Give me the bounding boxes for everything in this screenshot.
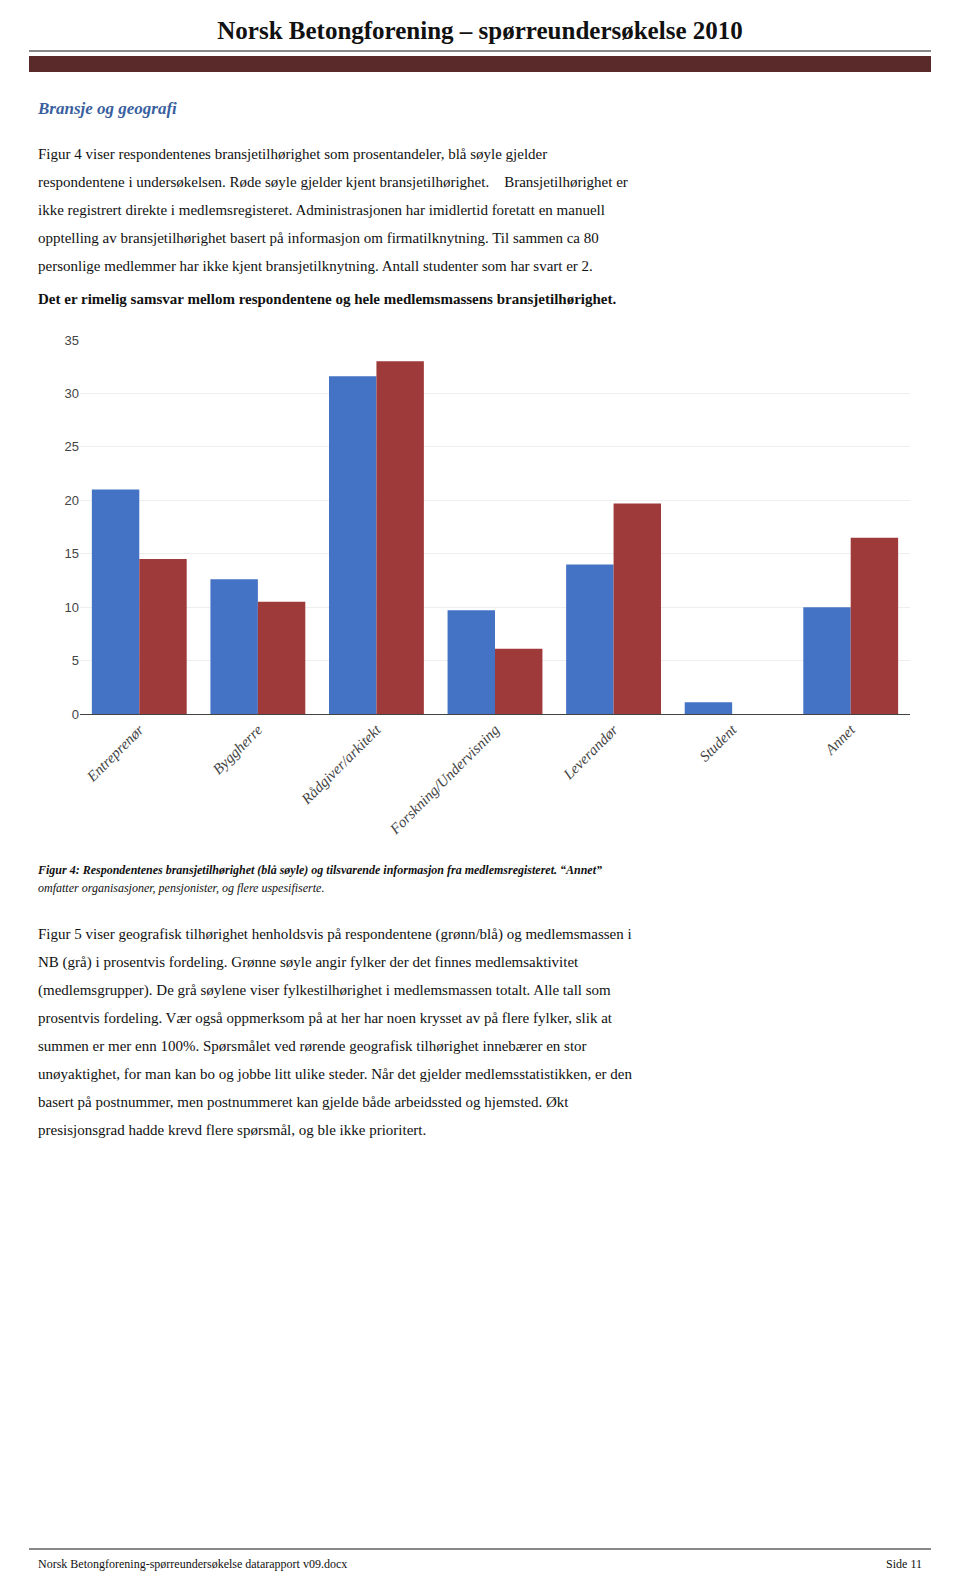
- html-text:NB (grå) i prosentvis fordelin: NB (grå) i prosentvis fordeling. Grønne …: [38, 954, 579, 970]
- html-text:Side 11: Side 11: [886, 1557, 922, 1571]
- html-text:ikke registrert direkte i medl: ikke registrert direkte i medlemsregiste…: [38, 202, 605, 218]
- html-text:basert på postnummer, men post: basert på postnummer, men postnummeret k…: [38, 1094, 569, 1110]
- svg-text:Leverandør: Leverandør: [559, 722, 621, 784]
- html-text:(medlemsgrupper). De grå søyle: (medlemsgrupper). De grå søylene viser f…: [38, 982, 611, 998]
- html-text:omfatter organisasjoner, pensj: omfatter organisasjoner, pensjonister, o…: [38, 881, 325, 895]
- svg-text:Entreprenør: Entreprenør: [83, 721, 147, 785]
- svg-text:25: 25: [65, 439, 79, 454]
- svg-text:Byggherre: Byggherre: [210, 721, 266, 777]
- svg-text:Annet: Annet: [821, 721, 858, 758]
- svg-text:10: 10: [65, 600, 79, 615]
- svg-text:Rådgiver/arkitekt: Rådgiver/arkitekt: [298, 721, 385, 808]
- svg-text:0: 0: [72, 707, 79, 722]
- html-text:presisjonsgrad hadde krevd fle: presisjonsgrad hadde krevd flere spørsmå…: [38, 1122, 427, 1138]
- html-text:Norsk Betongforening – spørreu: Norsk Betongforening – spørreundersøkels…: [217, 17, 743, 44]
- html-text:summen er mer enn 100%. Spørsm: summen er mer enn 100%. Spørsmålet ved r…: [38, 1038, 587, 1054]
- html-text:prosentvis fordeling. Vær også: prosentvis fordeling. Vær også oppmerkso…: [38, 1010, 612, 1026]
- html-text:personlige medlemmer har ikke: personlige medlemmer har ikke kjent bran…: [38, 258, 593, 274]
- svg-text:Student: Student: [696, 721, 740, 765]
- html-text:Figur 5 viser geografisk tilhø: Figur 5 viser geografisk tilhørighet hen…: [38, 926, 632, 942]
- svg-text:15: 15: [65, 546, 79, 561]
- html-text:opptelling av bransjetilhørigh: opptelling av bransjetilhørighet basert …: [38, 230, 599, 246]
- svg-text:35: 35: [65, 333, 79, 348]
- svg-text:20: 20: [65, 493, 79, 508]
- html-text:Bransje og geografi: Bransje og geografi: [38, 99, 177, 118]
- html-text:unøyaktighet, for man kan bo o: unøyaktighet, for man kan bo og jobbe li…: [38, 1066, 632, 1082]
- html-text:respondentene i undersøkelsen.: respondentene i undersøkelsen. Røde søyl…: [38, 174, 628, 190]
- html-text:Figur 4 viser respondentenes b: Figur 4 viser respondentenes bransjetilh…: [38, 146, 548, 162]
- html-text:Norsk Betongforening-spørreund: Norsk Betongforening-spørreundersøkelse …: [38, 1557, 348, 1571]
- svg-text:5: 5: [72, 653, 79, 668]
- svg-text:30: 30: [65, 386, 79, 401]
- html-text:Det er rimelig samsvar mellom: Det er rimelig samsvar mellom respondent…: [38, 291, 617, 307]
- html-text:Figur 4: Respondentenes bransj: Figur 4: Respondentenes bransjetilhørigh…: [38, 863, 602, 877]
- svg-text:Forskning/Undervisning: Forskning/Undervisning: [386, 721, 503, 838]
